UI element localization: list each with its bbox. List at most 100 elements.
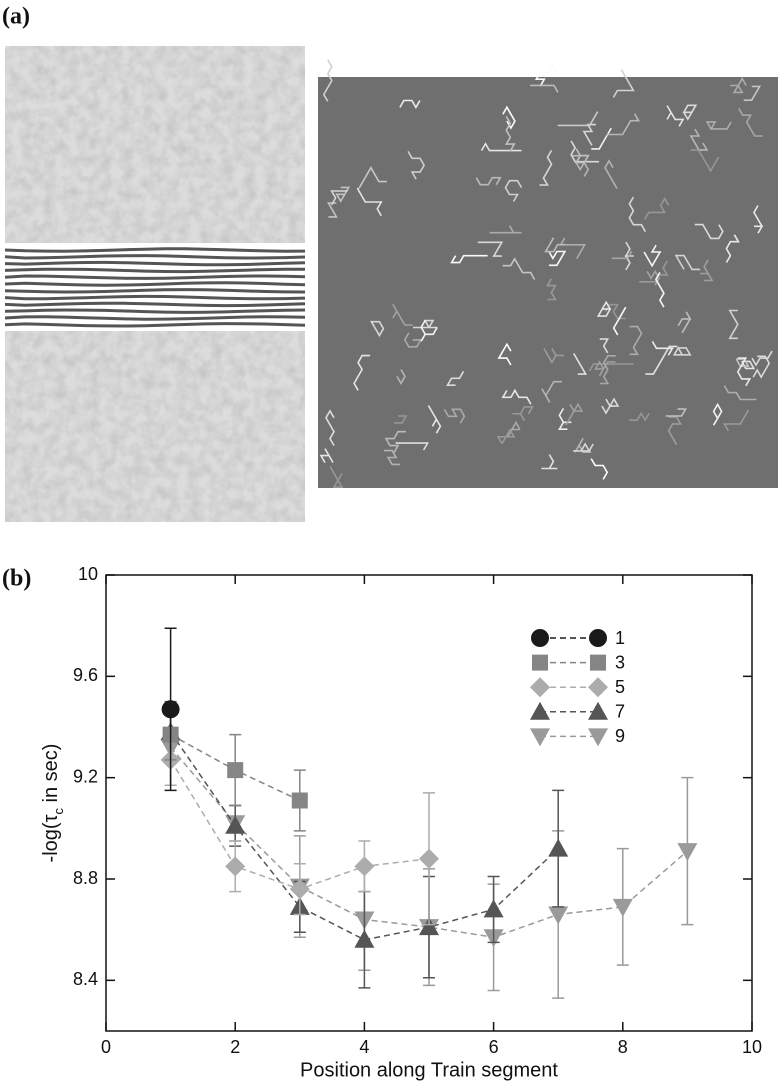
molecule [480, 142, 522, 152]
molecule [322, 59, 333, 102]
molecule [501, 388, 532, 405]
molecule [645, 345, 678, 375]
molecule [565, 402, 584, 426]
molecule [700, 259, 714, 282]
molecule [392, 303, 413, 326]
y-axis-label: -log(τc in sec) [40, 744, 66, 863]
molecule [330, 190, 348, 206]
y-tick-label: 10 [78, 564, 98, 584]
molecule [705, 121, 732, 130]
molecule [502, 105, 516, 130]
molecule [628, 196, 647, 233]
molecule [541, 454, 558, 470]
molecule [399, 99, 421, 109]
molecule [612, 69, 635, 98]
molecule [539, 149, 553, 186]
y-label-sub: c [51, 808, 66, 815]
y-tick-label: 9.2 [73, 766, 98, 786]
molecule [723, 385, 757, 401]
molecule [530, 84, 559, 93]
molecule [329, 466, 344, 488]
molecule [396, 369, 406, 386]
molecule [507, 420, 521, 437]
molecule [497, 342, 512, 366]
molecule [672, 346, 692, 356]
molecule [403, 332, 423, 348]
stripe [4, 294, 306, 301]
molecule [666, 105, 685, 127]
marker [161, 700, 180, 719]
molecule [358, 166, 387, 189]
molecule [420, 319, 438, 342]
molecule [489, 225, 522, 234]
plot-frame [105, 574, 753, 1032]
snapshot-right [318, 59, 778, 488]
molecule [570, 140, 600, 163]
molecule [667, 416, 682, 446]
y-tick-label: 8.8 [73, 868, 98, 888]
molecule [654, 272, 665, 308]
marker [530, 701, 550, 720]
molecules [319, 59, 773, 488]
molecule [736, 357, 752, 387]
molecule [427, 405, 442, 434]
legend-label: 7 [615, 702, 625, 722]
molecule [353, 354, 371, 391]
stripe [4, 281, 306, 287]
molecule [573, 442, 594, 452]
snapshot-left [4, 46, 306, 522]
molecule [646, 269, 661, 286]
molecule [689, 128, 709, 151]
marker [354, 929, 375, 948]
molecule [601, 397, 620, 415]
molecule [599, 338, 610, 354]
marker [588, 677, 608, 698]
molecule [572, 148, 590, 164]
chart: Position along Train segment -log(τc in … [40, 564, 762, 1082]
molecule [629, 411, 650, 422]
molecule [596, 300, 612, 317]
marker [225, 856, 246, 877]
molecule [384, 449, 401, 466]
y-tick-label: 8.4 [73, 969, 98, 989]
molecule [512, 406, 534, 422]
marker [532, 654, 548, 671]
molecule [384, 430, 406, 453]
molecule [446, 370, 465, 386]
y-label-part: -log(τ [40, 814, 62, 862]
marker [483, 899, 504, 918]
stripe [4, 260, 306, 267]
x-tick-label: 10 [742, 1037, 762, 1057]
panel-label: (b) [2, 566, 31, 592]
panel-label: (a) [2, 4, 30, 30]
molecule [543, 348, 564, 364]
molecule [573, 352, 588, 375]
stripes [4, 247, 306, 328]
molecule [604, 159, 618, 189]
molecule [394, 415, 408, 424]
legend-label: 9 [615, 726, 625, 746]
series-line [170, 746, 688, 939]
molecule [534, 63, 557, 87]
marker [612, 898, 633, 917]
stripe [4, 301, 306, 308]
molecule [477, 241, 504, 257]
molecule [604, 303, 626, 320]
marker [289, 879, 310, 900]
legend-label: 1 [615, 628, 625, 648]
molecule [690, 149, 720, 173]
molecule [557, 111, 599, 127]
molecule [665, 408, 687, 417]
molecule [544, 237, 566, 253]
legend: 1 3 5 7 9 [530, 628, 625, 747]
molecule [723, 409, 750, 432]
legend-label: 3 [615, 652, 625, 672]
marker [588, 701, 608, 720]
molecule [629, 325, 643, 356]
marker [588, 728, 608, 747]
molecule [624, 241, 634, 271]
molecule [548, 250, 567, 267]
marker [291, 792, 308, 809]
